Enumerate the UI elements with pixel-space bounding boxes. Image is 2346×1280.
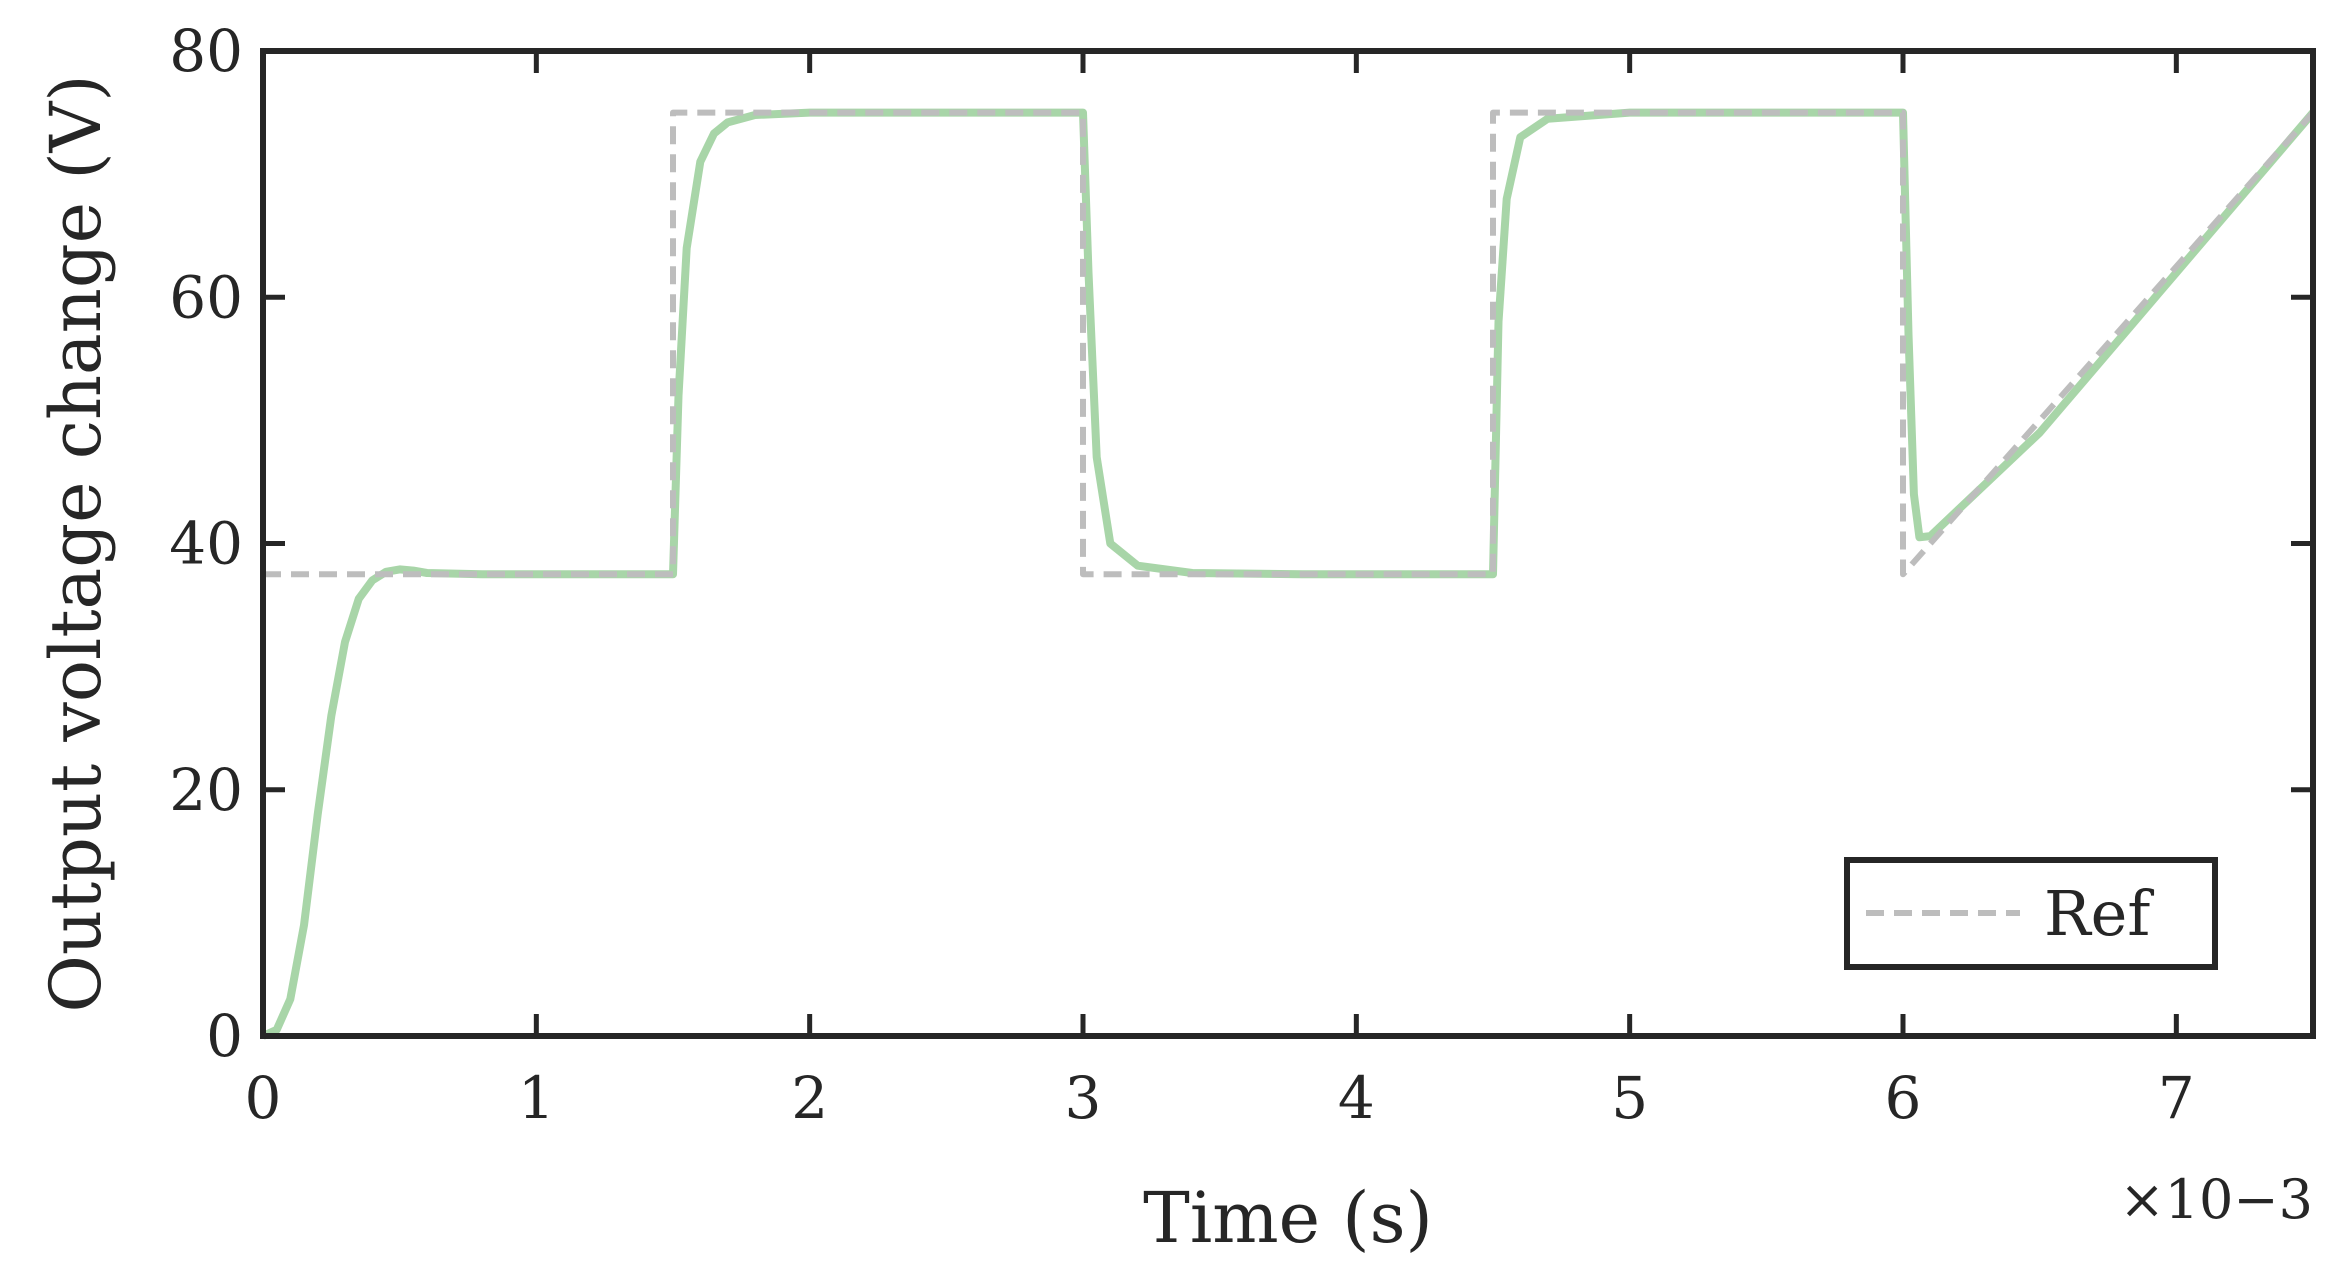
series-layer	[261, 108, 2317, 1040]
x-tick-label-2: 2	[791, 1064, 828, 1132]
y-tick-label-60: 60	[169, 263, 243, 331]
tick-labels-layer: 0 1 2 3 4 5 6 7 0 20 40 60 80	[169, 17, 2195, 1132]
y-tick-label-0: 0	[206, 1002, 243, 1070]
y-tick-label-20: 20	[169, 756, 243, 824]
y-axis-label: Output voltage change (V)	[35, 74, 117, 1012]
legend-label-ref: Ref	[2044, 877, 2154, 950]
x-tick-label-1: 1	[518, 1064, 555, 1132]
x-tick-label-6: 6	[1885, 1064, 1922, 1132]
y-tick-label-80: 80	[169, 17, 243, 85]
ticks-layer	[260, 48, 2313, 1039]
x-tick-label-5: 5	[1611, 1064, 1648, 1132]
x-tick-label-7: 7	[2158, 1064, 2195, 1132]
legend: Ref	[1844, 857, 2218, 970]
series-line-ref	[263, 109, 2316, 578]
x-tick-label-0: 0	[245, 1064, 282, 1132]
x-axis-label: Time (s)	[1143, 1177, 1433, 1259]
x-exponent-label: ×10−3	[2119, 1168, 2313, 1231]
x-tick-label-3: 3	[1065, 1064, 1102, 1132]
x-tick-label-4: 4	[1338, 1064, 1375, 1132]
y-tick-label-40: 40	[169, 510, 243, 578]
